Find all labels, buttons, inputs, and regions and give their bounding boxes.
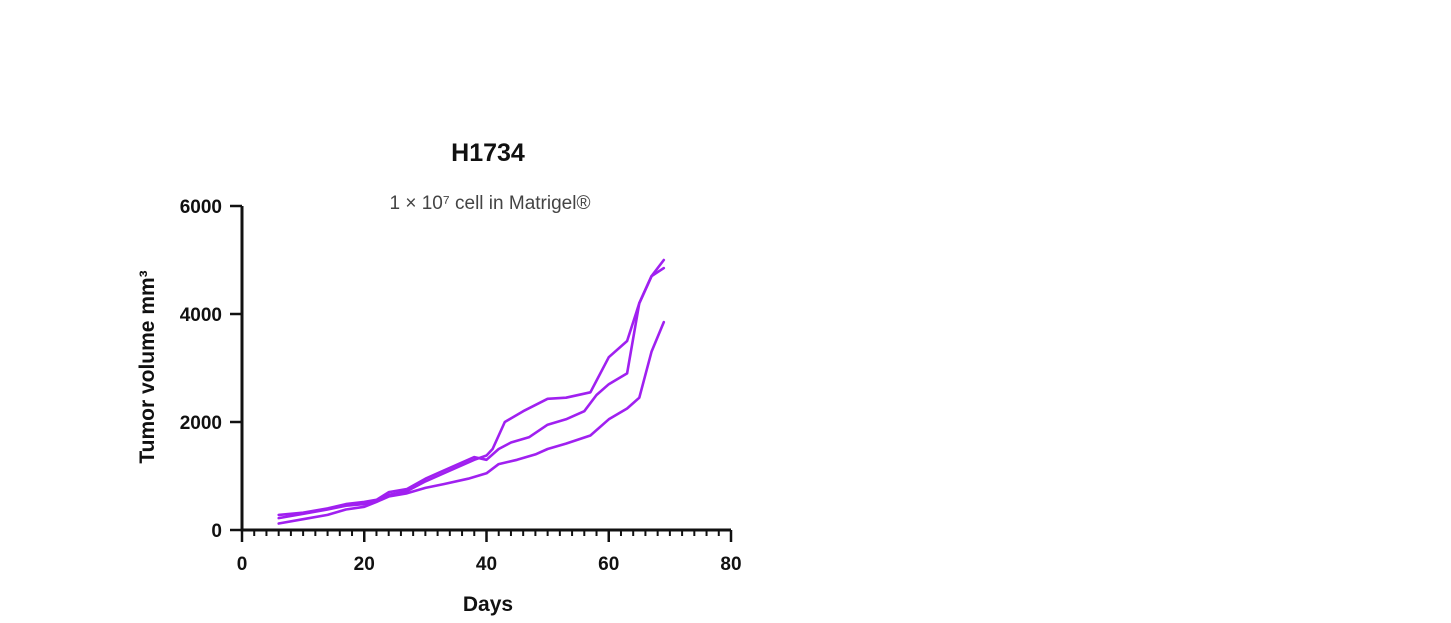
series-line-3 — [277, 320, 666, 525]
x-tick-label: 60 — [598, 554, 619, 575]
x-tick-label: 0 — [237, 554, 248, 575]
series-line-1 — [277, 266, 666, 517]
x-tick-label: 80 — [720, 554, 741, 575]
y-tick-label: 4000 — [180, 305, 222, 326]
x-tick-label: 20 — [354, 554, 375, 575]
y-tick-label: 2000 — [180, 413, 222, 434]
x-tick-label: 40 — [476, 554, 497, 575]
x-axis-label: Days — [463, 593, 513, 616]
y-axis-label: Tumor volume mm³ — [136, 270, 159, 463]
series-group — [277, 258, 666, 525]
chart-subtitle: 1 × 10⁷ cell in Matrigel® — [390, 193, 591, 214]
axes: 0 20 40 60 80 0 2000 4000 6000 — [180, 197, 742, 575]
chart-title: H1734 — [451, 139, 525, 167]
y-tick-label: 0 — [211, 521, 222, 542]
y-tick-label: 6000 — [180, 197, 222, 218]
series-line-2 — [277, 258, 666, 520]
